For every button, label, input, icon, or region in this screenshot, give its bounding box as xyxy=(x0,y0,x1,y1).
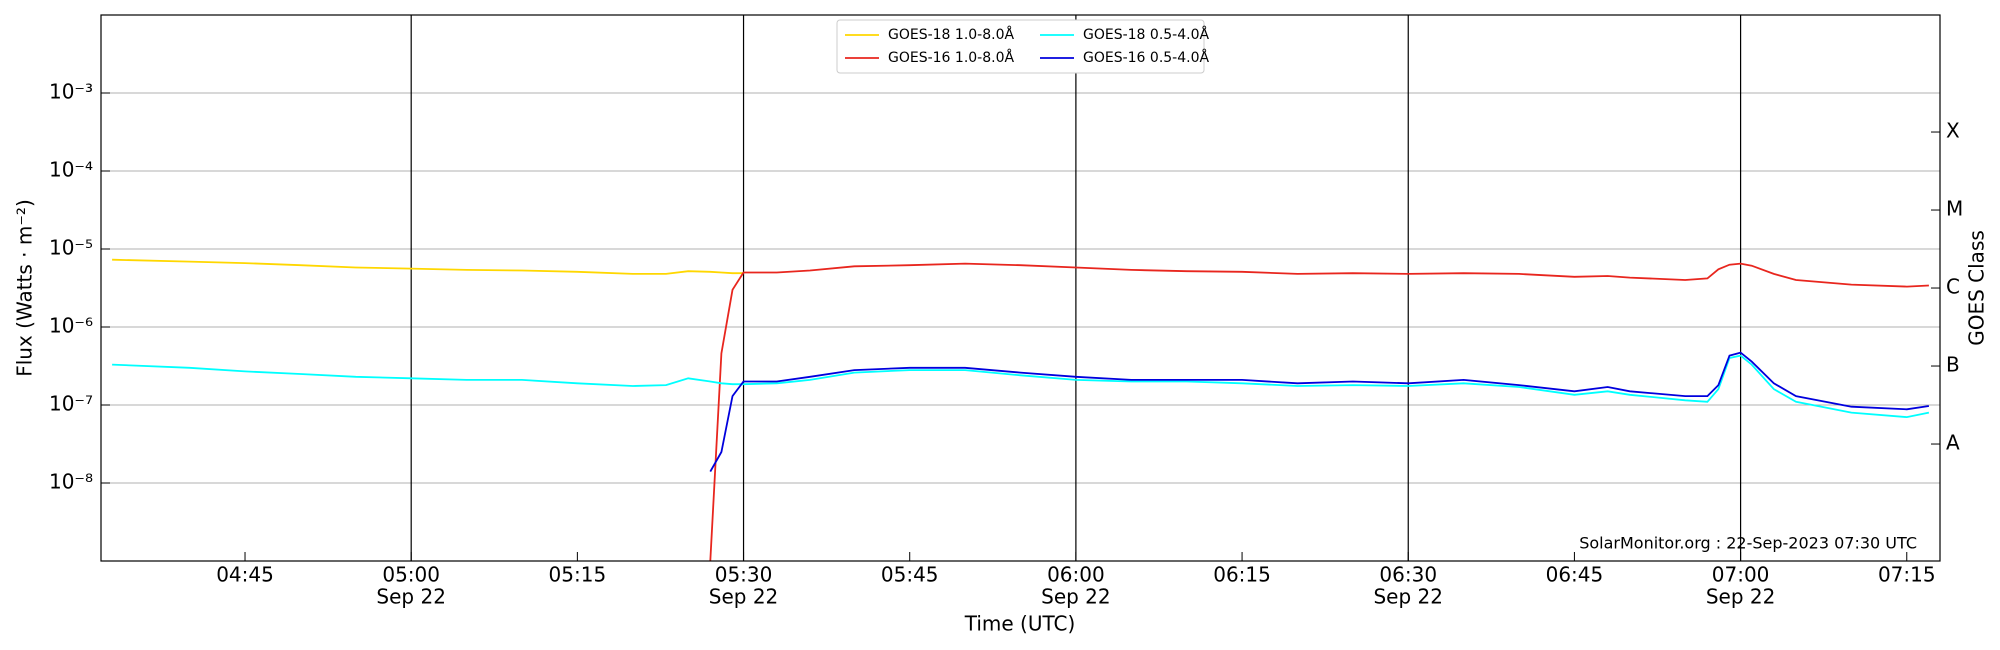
x-date-label: Sep 22 xyxy=(1706,585,1776,609)
y2-tick-label: B xyxy=(1946,353,1960,377)
x-tick-label: 06:45 xyxy=(1546,563,1604,587)
y-tick-label: 10⁻⁵ xyxy=(49,236,93,260)
annotation: SolarMonitor.org : 22-Sep-2023 07:30 UTC xyxy=(1579,534,1917,553)
x-tick-label: 04:45 xyxy=(216,563,274,587)
x-tick-label: 06:00 xyxy=(1047,563,1105,587)
y-tick-label: 10⁻⁴ xyxy=(49,158,93,182)
y2-tick-label: X xyxy=(1946,119,1960,143)
y2-axis-label: GOES Class xyxy=(1965,230,1989,346)
x-axis-label: Time (UTC) xyxy=(964,612,1076,636)
series-line xyxy=(112,258,744,275)
legend-label: GOES-16 1.0-8.0Å xyxy=(888,49,1014,66)
legend-box xyxy=(836,19,1205,74)
x-date-label: Sep 22 xyxy=(1041,585,1111,609)
x-tick-label: 05:45 xyxy=(881,563,939,587)
series-line xyxy=(709,351,1930,473)
x-date-label: Sep 22 xyxy=(1373,585,1443,609)
y2-tick-label: A xyxy=(1946,431,1960,455)
y2-tick-label: M xyxy=(1946,197,1963,221)
y-axis-label: Flux (Watts · m⁻²) xyxy=(13,199,37,377)
legend-label: GOES-16 0.5-4.0Å xyxy=(1083,49,1209,66)
y-tick-label: 10⁻⁶ xyxy=(49,314,93,338)
y2-tick-label: C xyxy=(1946,275,1960,299)
legend-label: GOES-18 0.5-4.0Å xyxy=(1083,26,1209,43)
x-tick-label: 06:30 xyxy=(1379,563,1437,587)
y-tick-label: 10⁻³ xyxy=(49,80,93,104)
y-tick-label: 10⁻⁸ xyxy=(49,470,93,494)
x-tick-label: 05:00 xyxy=(382,563,440,587)
legend: GOES-18 1.0-8.0Å GOES-16 1.0-8.0Å GOES-18 … xyxy=(836,19,1209,74)
series-line xyxy=(709,262,1929,561)
plot-frame xyxy=(100,14,1941,562)
legend-label: GOES-18 1.0-8.0Å xyxy=(888,26,1014,43)
x-tick-label: 07:15 xyxy=(1878,563,1936,587)
x-tick-label: 07:00 xyxy=(1712,563,1770,587)
series-line xyxy=(112,354,1930,419)
x-tick-label: 05:30 xyxy=(715,563,773,587)
x-date-label: Sep 22 xyxy=(709,585,779,609)
x-tick-label: 06:15 xyxy=(1213,563,1271,587)
x-tick-label: 05:15 xyxy=(549,563,607,587)
x-date-label: Sep 22 xyxy=(376,585,446,609)
y-tick-label: 10⁻⁷ xyxy=(49,392,93,416)
